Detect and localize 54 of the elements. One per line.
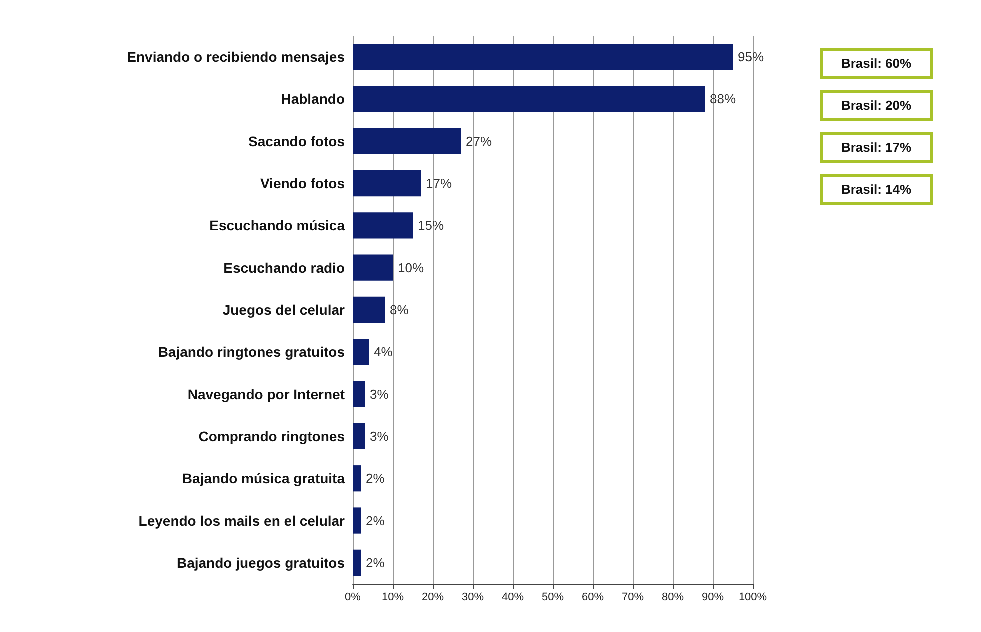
text: Brasil: 20% (841, 98, 912, 113)
y-tick-label: Bajando música gratuita (182, 470, 346, 487)
x-tick-label: 60% (582, 592, 604, 604)
y-tick-label: Hablando (281, 91, 345, 108)
x-tick-label: 100% (738, 592, 768, 604)
bar (353, 508, 361, 534)
y-tick-label: Navegando por Internet (188, 386, 346, 402)
y-tick-label: Bajando ringtones gratuitos (158, 344, 346, 360)
y-tick-label: Comprando ringtones (198, 428, 346, 444)
text: Brasil: 60% (841, 56, 912, 71)
x-tick-label: 20% (422, 592, 444, 604)
data-label: 2% (366, 513, 386, 528)
data-label: 2% (366, 471, 386, 486)
bar (353, 86, 705, 112)
bar (353, 423, 365, 450)
y-tick-label: Viendo fotos (260, 176, 346, 192)
data-label: 10% (398, 260, 424, 276)
y-tick-label: Escuchando música (210, 218, 346, 234)
data-label: 3% (370, 386, 390, 402)
bar (353, 128, 461, 154)
text: Brasil: 17% (841, 140, 912, 155)
data-label: 8% (390, 302, 410, 318)
y-tick-label: Juegos del celular (222, 302, 346, 318)
y-tick-label: Sacando fotos (248, 133, 346, 150)
bar (353, 212, 413, 239)
data-label: 17% (426, 176, 452, 192)
bar (353, 296, 385, 324)
text: Brasil: 14% (841, 182, 912, 197)
data-label: 95% (738, 50, 764, 65)
bar (353, 254, 393, 281)
x-tick-label: 90% (702, 592, 724, 604)
y-tick-label: Enviando o recibiendo mensajes (127, 49, 346, 66)
y-tick-label: Leyendo los mails en el celular (138, 512, 346, 529)
data-label: 27% (466, 134, 492, 149)
bar (353, 170, 421, 197)
y-tick-label: Bajando juegos gratuitos (176, 554, 346, 571)
x-tick-label: 40% (502, 592, 524, 604)
x-tick-label: 80% (662, 592, 684, 604)
x-tick-label: 50% (542, 592, 564, 604)
data-label: 4% (374, 344, 394, 360)
bar (353, 339, 369, 366)
data-label: 3% (370, 428, 390, 444)
data-label: 2% (366, 555, 386, 570)
data-label: 88% (710, 92, 736, 107)
data-label: 15% (418, 218, 444, 234)
bar (353, 550, 361, 576)
x-tick-label: 30% (462, 592, 484, 604)
x-tick-label: 10% (382, 592, 404, 604)
y-tick-label: Escuchando radio (224, 260, 345, 276)
bar (353, 466, 361, 492)
bar (353, 381, 365, 408)
x-tick-label: 70% (622, 592, 644, 604)
x-tick-label: 0% (345, 592, 362, 604)
bar (353, 44, 733, 70)
